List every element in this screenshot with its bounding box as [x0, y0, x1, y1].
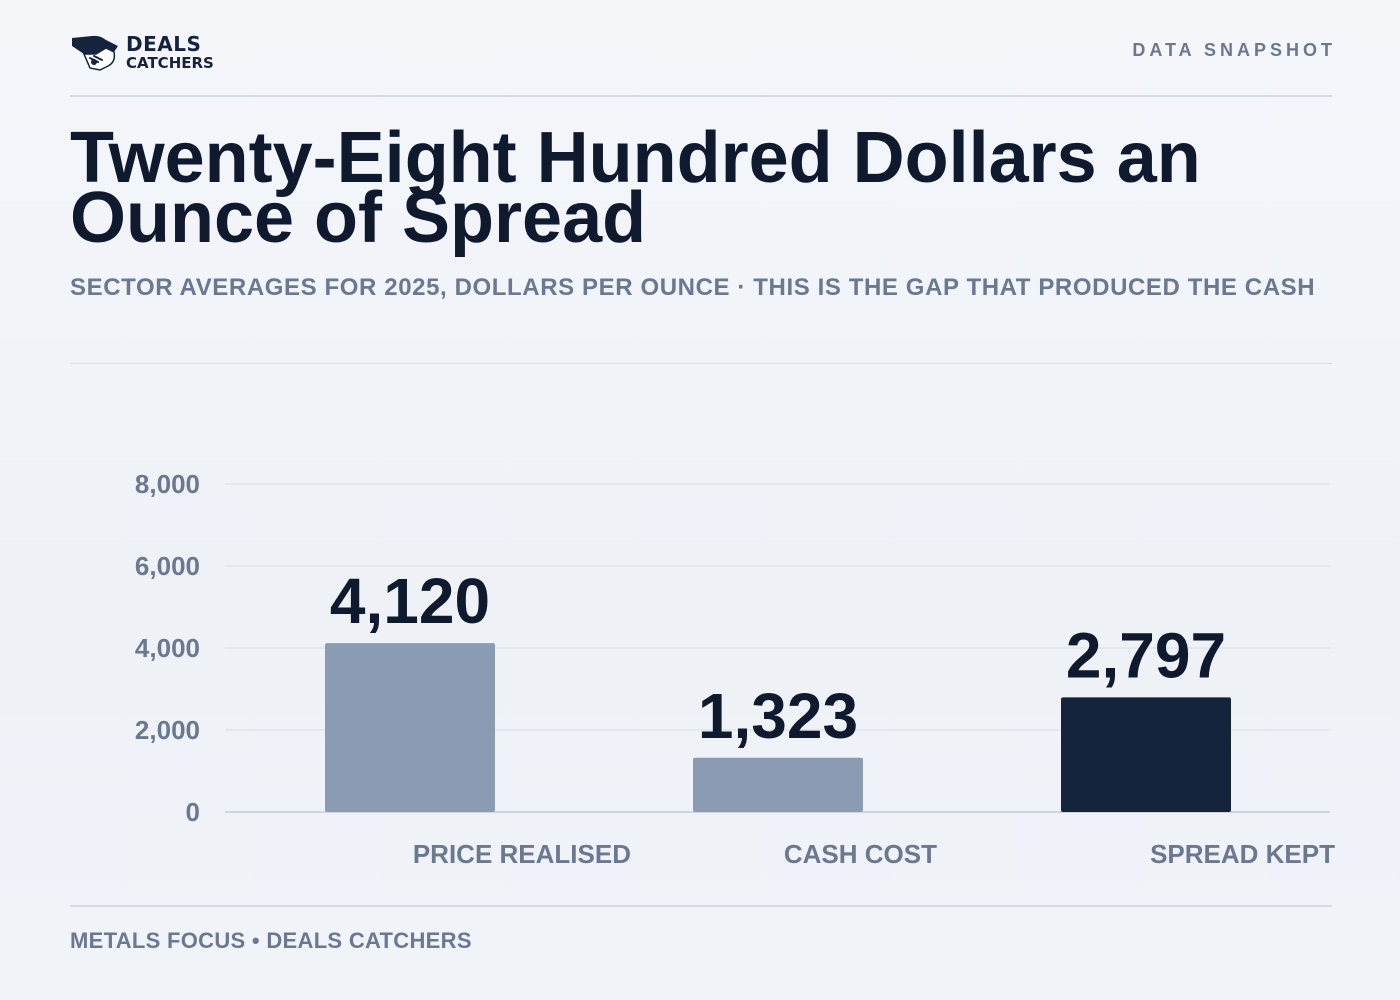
brand-name-line2: CATCHERS [126, 53, 214, 72]
y-tick-label: 2,000 [135, 715, 200, 745]
x-tick-label: CASH COST [784, 839, 937, 869]
handshake-icon [72, 35, 118, 71]
data-label: 2,797 [1066, 619, 1226, 691]
section-tag: DATA SNAPSHOT [1132, 40, 1336, 60]
header: DEALS CATCHERS DATA SNAPSHOT [70, 30, 1332, 74]
y-tick-label: 4,000 [135, 633, 200, 663]
bar [1061, 697, 1231, 812]
x-tick-label: SPREAD KEPT [1150, 839, 1335, 869]
data-label: 4,120 [330, 565, 490, 637]
brand-name-line1: DEALS [126, 31, 202, 56]
bar [693, 757, 863, 812]
header-divider [70, 95, 1332, 97]
x-tick-label: PRICE REALISED [413, 839, 631, 869]
y-tick-label: 8,000 [135, 469, 200, 499]
chart-subtitle: SECTOR AVERAGES FOR 2025, DOLLARS PER OU… [70, 274, 1316, 301]
source-note: METALS FOCUS • DEALS CATCHERS [70, 928, 472, 953]
data-label: 1,323 [698, 680, 858, 752]
brand-logo[interactable]: DEALS CATCHERS [70, 32, 214, 72]
chart-title: Twenty-Eight Hundred Dollars an Ounce of… [70, 118, 1201, 258]
bar [325, 643, 495, 812]
title-divider [70, 363, 1332, 364]
y-tick-label: 0 [186, 797, 200, 827]
footer-divider [70, 905, 1332, 907]
y-tick-label: 6,000 [135, 551, 200, 581]
